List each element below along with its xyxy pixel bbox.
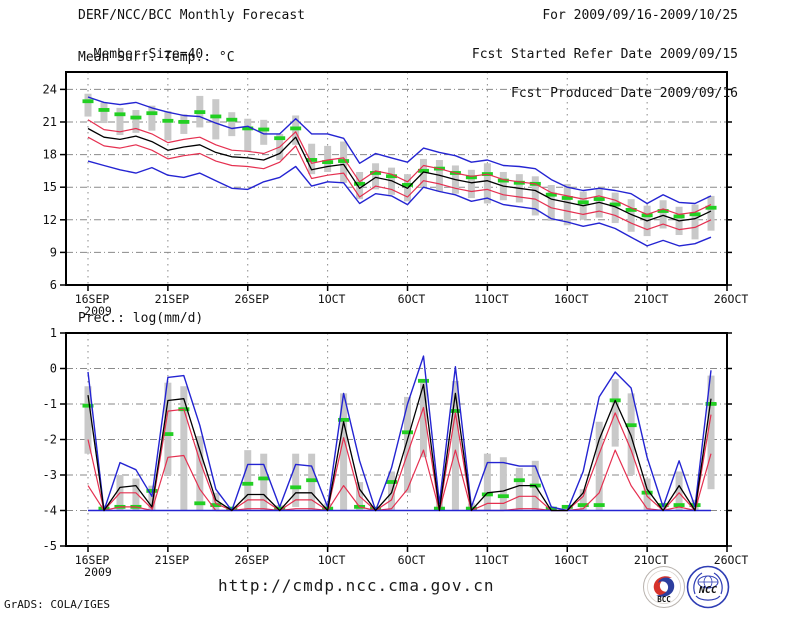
svg-text:1OCT: 1OCT [318,292,346,306]
temperature-chart: Mean Surf. Temp.: °C 24 21 18 15 12 9 6 16SEP200… [43,50,749,318]
precip-chart-title: Prec.: log(mm/d) [78,311,203,326]
grads-credit: GrADS: COLA/IGES [4,598,110,611]
svg-text:12: 12 [43,213,57,227]
bcc-logo-label: BCC [657,595,671,604]
svg-text:0: 0 [50,362,57,376]
ensemble-median-line [87,383,712,512]
ensemble-spread-bars [84,375,715,511]
upper-quartile-line [87,119,712,215]
svg-text:1: 1 [50,326,57,340]
svg-text:21OCT: 21OCT [634,292,669,306]
gridlines [66,72,727,285]
ensemble-mean-markers [82,378,717,511]
svg-text:18: 18 [43,148,57,162]
y-axis: 1 0 -1 -2 -3 -4 -5 [43,326,732,553]
svg-text:16SEP: 16SEP [75,292,110,306]
svg-text:1OCT: 1OCT [318,553,346,567]
svg-text:-1: -1 [43,397,57,411]
svg-text:-5: -5 [43,539,57,553]
svg-text:21OCT: 21OCT [634,553,669,567]
temperature-chart-title: Mean Surf. Temp.: °C [78,50,235,65]
ensemble-max-line [87,96,712,205]
svg-text:-2: -2 [43,433,57,447]
svg-text:6: 6 [50,278,57,292]
svg-text:16SEP: 16SEP [75,553,110,567]
ncc-logo-label: NCC [698,585,717,596]
svg-text:6OCT: 6OCT [398,553,426,567]
svg-text:15: 15 [43,180,57,194]
svg-text:11OCT: 11OCT [474,292,509,306]
lower-quartile-line [87,449,712,512]
svg-text:9: 9 [50,245,57,259]
page-title: DERF/NCC/BCC Monthly Forecast [78,8,305,23]
fcst-refer-date-label: Fcst Started Refer Date 2009/09/15 [471,47,738,62]
ensemble-median-line [87,127,712,222]
svg-text:26OCT: 26OCT [714,553,749,567]
svg-text:16OCT: 16OCT [554,553,589,567]
svg-text:26OCT: 26OCT [714,292,749,306]
header-right: For 2009/09/16-2009/10/25 Fcst Started R… [456,6,738,104]
member-size-label: Member Size=40 [93,47,204,62]
forecast-range-label: For 2009/09/16-2009/10/25 [542,8,738,23]
svg-text:21SEP: 21SEP [155,292,190,306]
lower-quartile-line [87,136,712,231]
y-axis: 24 21 18 15 12 9 6 [43,82,732,292]
svg-text:21: 21 [43,115,57,129]
upper-quartile-line [87,406,712,512]
ncc-logo: NCC [686,565,730,609]
svg-text:21SEP: 21SEP [155,553,190,567]
svg-text:-3: -3 [43,468,57,482]
footer-logos: BCC NCC [643,565,730,609]
svg-text:2009: 2009 [84,565,112,579]
svg-text:6OCT: 6OCT [398,292,426,306]
svg-text:16OCT: 16OCT [554,292,589,306]
header-left: DERF/NCC/BCC Monthly Forecast Member Siz… [78,6,305,65]
source-url[interactable]: http://cmdp.ncc.cma.gov.cn [218,576,495,595]
svg-text:2009: 2009 [84,304,112,318]
svg-text:26SEP: 26SEP [234,553,269,567]
svg-text:24: 24 [43,82,57,96]
bcc-logo: BCC [643,566,685,608]
svg-text:-4: -4 [43,504,57,518]
svg-text:11OCT: 11OCT [474,553,509,567]
chart-frame [65,71,728,286]
ensemble-max-line [87,355,712,512]
fcst-produced-date-label: Fcst Produced Date 2009/09/16 [511,86,738,101]
ensemble-min-line [87,160,712,247]
svg-text:26SEP: 26SEP [234,292,269,306]
